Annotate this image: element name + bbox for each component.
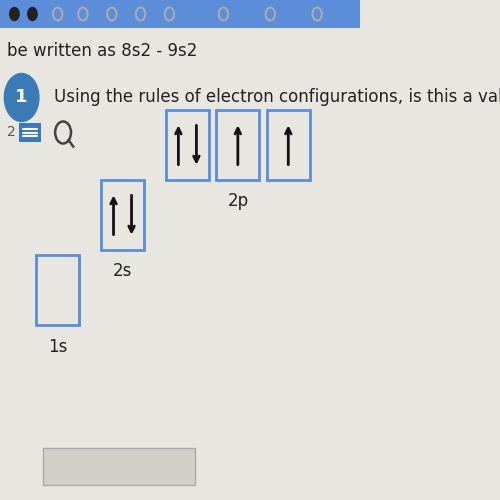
FancyBboxPatch shape	[0, 0, 360, 28]
Text: 1: 1	[16, 88, 28, 106]
Text: 2: 2	[7, 126, 16, 140]
Circle shape	[10, 8, 19, 20]
Text: 1s: 1s	[48, 338, 68, 355]
Circle shape	[28, 8, 37, 20]
Text: 2s: 2s	[113, 262, 132, 280]
Text: be written as 8s2 - 9s2: be written as 8s2 - 9s2	[7, 42, 198, 60]
Text: Using the rules of electron configurations, is this a vali...: Using the rules of electron configuratio…	[54, 88, 500, 106]
FancyBboxPatch shape	[19, 123, 42, 142]
Circle shape	[4, 74, 39, 122]
FancyBboxPatch shape	[43, 448, 195, 485]
Text: 2p: 2p	[228, 192, 248, 210]
